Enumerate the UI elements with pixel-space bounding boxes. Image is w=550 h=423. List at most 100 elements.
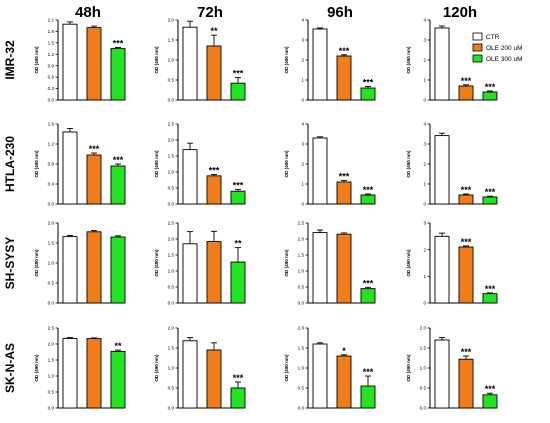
significance-label: ** — [210, 26, 218, 36]
significance-label: *** — [339, 46, 350, 56]
row-title-imr-32: IMR-32 — [3, 40, 17, 80]
y-tick-label: 3 — [423, 221, 426, 226]
y-tick-label: 2 — [301, 58, 304, 63]
y-tick-label: 1.5 — [48, 241, 55, 246]
y-tick-label: 1.0 — [48, 261, 55, 266]
bar-ctr — [434, 135, 450, 205]
y-axis-label: OD (490 nm) — [406, 249, 411, 277]
y-tick-label: 2.0 — [420, 326, 427, 331]
y-axis-label: OD (490 nm) — [284, 249, 289, 277]
significance-label: *** — [461, 237, 472, 247]
bar-ole200 — [86, 27, 102, 101]
bar-ctr — [434, 27, 450, 101]
panel-sh-sysy-48h: OD (490 nm) 0.0 0.5 1.0 1.5 2.0 — [34, 221, 126, 306]
significance-label: *** — [461, 347, 472, 357]
y-tick-label: 2.0 — [168, 326, 175, 331]
y-tick-label: 0 — [301, 98, 304, 103]
y-tick-label: 0.0 — [298, 301, 305, 306]
y-tick-label: 1.0 — [168, 269, 175, 274]
bar-ole300 — [360, 87, 376, 101]
y-tick-label: 0.5 — [168, 78, 175, 83]
y-tick-label: 1.5 — [168, 38, 175, 43]
y-axis-label: OD (490 nm) — [406, 46, 411, 74]
bar-ctr — [312, 137, 328, 205]
y-tick-label: 0.4 — [48, 182, 55, 187]
y-tick-label: 1.5 — [168, 253, 175, 258]
y-tick-label: 1.2 — [48, 142, 55, 147]
y-axis-label: OD (490 nm) — [284, 46, 289, 74]
significance-label: *** — [485, 82, 496, 92]
y-tick-label: 1.5 — [298, 346, 305, 351]
y-tick-label: 4 — [301, 122, 304, 127]
y-tick-label: 0.9 — [48, 63, 55, 68]
bar-ole200 — [206, 349, 222, 409]
bar-ctr — [182, 26, 198, 101]
bar-ole300 — [230, 387, 246, 409]
y-axis-label: OD (490 nm) — [34, 249, 39, 277]
significance-label: *** — [485, 187, 496, 197]
bar-ole200 — [336, 55, 352, 101]
significance-label: *** — [485, 284, 496, 294]
significance-label: *** — [461, 185, 472, 195]
row-title-sk-n-as: SK-N-AS — [3, 343, 17, 393]
y-tick-label: 0.8 — [48, 162, 55, 167]
y-tick-label: 0.0 — [298, 406, 305, 411]
column-titles: 48h 72h 96h 120h — [75, 4, 477, 21]
bar-ctr — [182, 340, 198, 409]
y-tick-label: 0.0 — [48, 98, 55, 103]
y-tick-label: 1 — [423, 78, 426, 83]
y-tick-label: 3 — [301, 38, 304, 43]
y-tick-label: 1.5 — [298, 253, 305, 258]
bar-ole300 — [482, 196, 498, 205]
y-axis-label: OD (490 nm) — [406, 354, 411, 382]
y-tick-label: 2.0 — [168, 138, 175, 143]
panel-sk-n-as-96h: OD (490 nm)0.00.51.01.52.0**** — [284, 326, 376, 411]
bar-ole300 — [110, 236, 126, 304]
bar-ctr — [434, 339, 450, 409]
y-axis-label: OD (490 nm) — [154, 354, 159, 382]
panel-sh-sysy-96h: OD (490 nm) 0.0 0.5 1.0 1.5 2.0 2.5 *** — [284, 221, 376, 306]
significance-label: *** — [233, 69, 244, 79]
y-tick-label: 0 — [423, 202, 426, 207]
y-tick-label: 2.5 — [168, 122, 175, 127]
y-tick-label: 0.3 — [48, 86, 55, 91]
bar-ole200 — [458, 358, 474, 409]
y-axis-label: OD (490 nm) — [284, 354, 289, 382]
bar-ctr — [182, 243, 198, 304]
y-tick-label: 1.0 — [298, 269, 305, 274]
panel-imr-32-48h: OD (490 nm) 0.0 0.3 0.6 0.9 1.2 1.5 1.8 2.1 *** — [34, 18, 126, 103]
y-tick-label: 1.0 — [168, 58, 175, 63]
significance-label: *** — [461, 76, 472, 86]
column-title-48h: 48h — [75, 4, 101, 21]
y-tick-label: 2.5 — [298, 221, 305, 226]
y-axis-label: OD (490 nm) — [154, 150, 159, 178]
bar-ole200 — [336, 233, 352, 304]
bar-ole300 — [110, 48, 126, 101]
y-tick-label: 0.5 — [168, 285, 175, 290]
bar-ole300 — [230, 190, 246, 205]
y-tick-label: 1.5 — [48, 40, 55, 45]
y-tick-label: 2.0 — [168, 18, 175, 23]
bar-ole300 — [482, 394, 498, 409]
y-tick-label: 1.0 — [298, 366, 305, 371]
row-title-sh-sysy: SH-SYSY — [3, 237, 17, 290]
y-tick-label: 2.5 — [48, 326, 55, 331]
y-tick-label: 1 — [423, 274, 426, 279]
y-tick-label: 3 — [423, 142, 426, 147]
y-tick-label: 3 — [423, 38, 426, 43]
significance-label: *** — [113, 38, 124, 48]
bar-ole200 — [86, 338, 102, 409]
significance-label: *** — [363, 185, 374, 195]
y-tick-label: 0.0 — [168, 98, 175, 103]
y-tick-label: 0 — [301, 202, 304, 207]
y-tick-label: 1 — [423, 182, 426, 187]
y-axis-label: OD (490 nm) — [34, 150, 39, 178]
y-tick-label: 1.6 — [48, 122, 55, 127]
bar-ctr — [434, 235, 450, 304]
bar-ole300 — [110, 350, 126, 409]
y-tick-label: 1.5 — [168, 154, 175, 159]
y-tick-label: 1 — [301, 182, 304, 187]
bar-ole300 — [360, 385, 376, 409]
y-tick-label: 2.5 — [168, 221, 175, 226]
